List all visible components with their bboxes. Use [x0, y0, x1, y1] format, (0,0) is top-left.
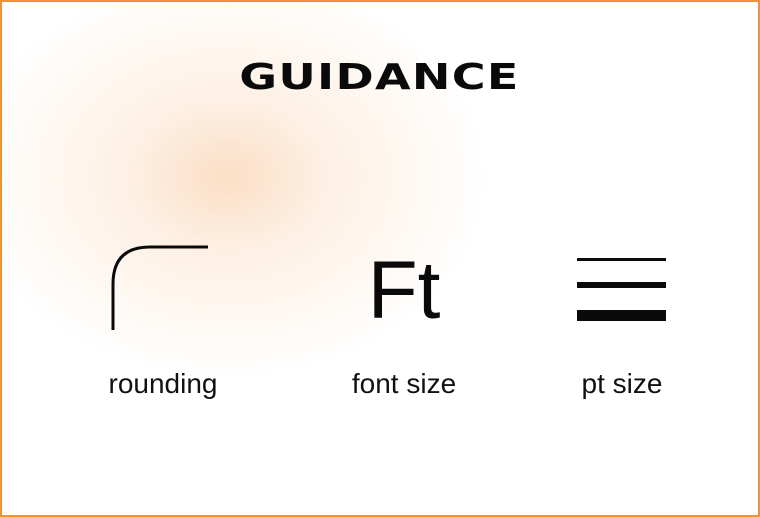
pt-size-item: pt size — [522, 232, 722, 412]
rounding-item: rounding — [63, 232, 263, 412]
font-size-item: Ft font size — [304, 232, 504, 412]
pt-size-label: pt size — [581, 368, 663, 399]
line-weight-icon — [577, 258, 666, 321]
page-title: GUIDANCE — [239, 57, 520, 98]
font-size-label: font size — [351, 368, 457, 399]
font-size-glyph: Ft — [367, 245, 441, 336]
font-size-icon: Ft — [304, 232, 504, 342]
rounding-label: rounding — [108, 368, 218, 399]
corner-rounding-icon — [111, 245, 208, 330]
